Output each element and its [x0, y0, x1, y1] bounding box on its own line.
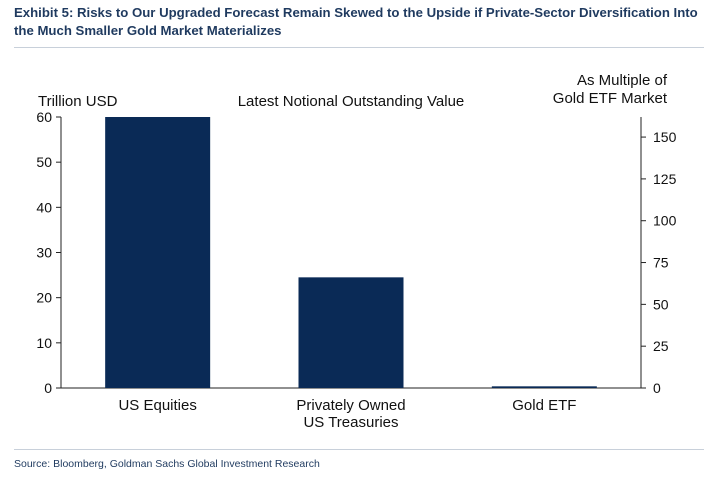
bars: [61, 117, 641, 389]
left-tick-label: 0: [44, 380, 52, 396]
right-axis-title: As Multiple of: [577, 72, 668, 89]
left-tick-label: 50: [36, 154, 52, 170]
right-tick-label: 150: [653, 129, 677, 145]
left-tick-label: 10: [36, 335, 52, 351]
right-tick-label: 75: [653, 255, 669, 271]
bar: [298, 277, 404, 388]
bar-chart: 0 10 20 30 40 50 60 0 25 50 75 100 125 150 US Equiti…: [36, 72, 677, 431]
x-tick-label: Privately Owned: [296, 397, 405, 414]
left-tick-label: 40: [36, 199, 52, 215]
bottom-divider: [14, 449, 704, 450]
right-tick-label: 100: [653, 213, 677, 229]
x-tick-label: US Treasuries: [303, 414, 398, 431]
x-tick-label: US Equities: [118, 397, 196, 414]
left-axis-title: Trillion USD: [38, 93, 118, 110]
x-tick-label: Gold ETF: [512, 397, 576, 414]
top-divider: [14, 47, 704, 48]
source-note: Source: Bloomberg, Goldman Sachs Global …: [14, 458, 320, 470]
exhibit-title: Exhibit 5: Risks to Our Upgraded Forecas…: [14, 5, 698, 38]
bar: [105, 117, 211, 388]
right-axis-title: Gold ETF Market: [553, 90, 668, 107]
right-tick-label: 0: [653, 380, 661, 396]
left-tick-label: 20: [36, 290, 52, 306]
axis-titles: Trillion USD Latest Notional Outstanding …: [38, 72, 668, 110]
right-tick-label: 25: [653, 338, 669, 354]
left-y-axis: 0 10 20 30 40 50 60: [36, 109, 62, 396]
right-tick-label: 50: [653, 296, 669, 312]
left-tick-label: 60: [36, 109, 52, 125]
left-tick-label: 30: [36, 245, 52, 261]
bar: [491, 386, 597, 388]
right-y-axis: 0 25 50 75 100 125 150: [640, 117, 677, 396]
right-tick-label: 125: [653, 171, 677, 187]
chart-title: Latest Notional Outstanding Value: [238, 93, 465, 110]
